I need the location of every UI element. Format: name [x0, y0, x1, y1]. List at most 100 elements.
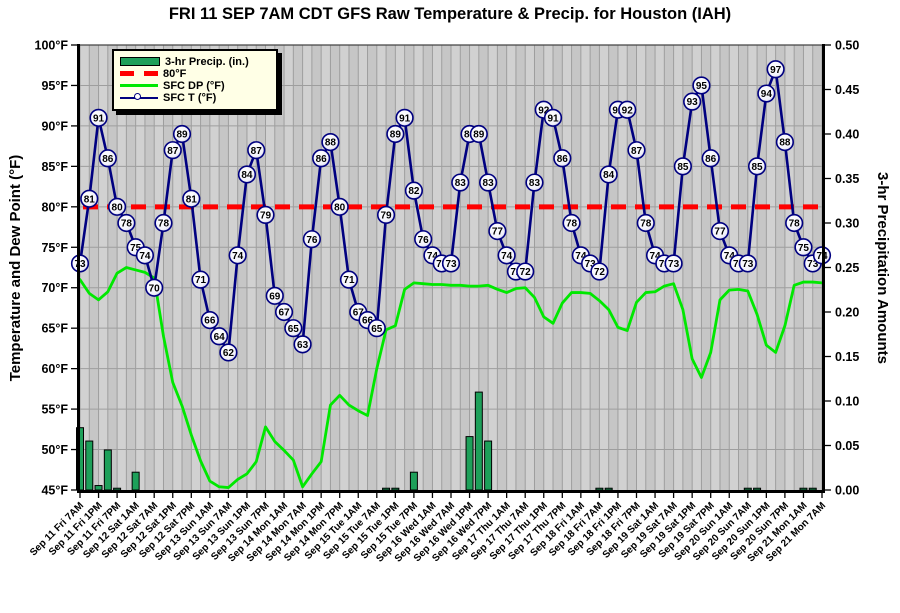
svg-text:55°F: 55°F — [41, 403, 68, 417]
svg-text:100°F: 100°F — [35, 39, 69, 53]
svg-text:82: 82 — [408, 186, 420, 197]
svg-text:74: 74 — [649, 251, 661, 262]
svg-text:73: 73 — [585, 259, 597, 270]
legend-label: SFC DP (°F) — [163, 79, 225, 92]
svg-text:74: 74 — [232, 251, 244, 262]
svg-text:91: 91 — [547, 113, 559, 124]
svg-text:0.45: 0.45 — [835, 83, 859, 97]
legend-item-dewpoint: SFC DP (°F) — [120, 79, 270, 92]
svg-text:89: 89 — [390, 130, 402, 141]
svg-text:86: 86 — [316, 154, 328, 165]
svg-text:65: 65 — [371, 324, 383, 335]
svg-text:92: 92 — [612, 105, 624, 116]
svg-text:0.25: 0.25 — [835, 261, 859, 275]
svg-text:79: 79 — [260, 211, 272, 222]
svg-text:71: 71 — [343, 275, 355, 286]
svg-text:92: 92 — [538, 105, 550, 116]
svg-text:80°F: 80°F — [41, 200, 68, 214]
svg-text:73: 73 — [659, 259, 671, 270]
svg-text:78: 78 — [566, 219, 578, 230]
svg-text:64: 64 — [214, 332, 226, 343]
svg-text:60°F: 60°F — [41, 362, 68, 376]
svg-text:75: 75 — [130, 243, 142, 254]
svg-text:86: 86 — [102, 154, 114, 165]
svg-text:83: 83 — [455, 178, 467, 189]
legend-label: SFC T (°F) — [163, 91, 217, 104]
svg-text:73: 73 — [436, 259, 448, 270]
svg-text:0.10: 0.10 — [835, 395, 859, 409]
svg-text:66: 66 — [204, 316, 216, 327]
svg-text:84: 84 — [603, 170, 615, 181]
dewpoint-line — [78, 266, 824, 489]
svg-text:91: 91 — [399, 113, 411, 124]
svg-text:0.05: 0.05 — [835, 439, 859, 453]
svg-text:77: 77 — [714, 227, 726, 238]
svg-text:0.35: 0.35 — [835, 172, 859, 186]
temperature-markers: 7381918680787574707887898171666462748487… — [70, 60, 832, 362]
plot-borders — [77, 44, 825, 493]
svg-text:62: 62 — [223, 348, 235, 359]
svg-text:81: 81 — [186, 194, 198, 205]
legend: 3-hr Precip. (in.) 80°F SFC DP (°F) SFC … — [112, 49, 278, 111]
svg-text:75°F: 75°F — [41, 241, 68, 255]
svg-text:76: 76 — [306, 235, 318, 246]
svg-text:89: 89 — [464, 130, 476, 141]
svg-text:90°F: 90°F — [41, 119, 68, 133]
svg-text:73: 73 — [807, 259, 819, 270]
svg-text:73: 73 — [668, 259, 680, 270]
svg-text:0.00: 0.00 — [835, 484, 859, 498]
svg-text:0.15: 0.15 — [835, 350, 859, 364]
svg-text:85: 85 — [752, 162, 764, 173]
legend-item-80f: 80°F — [120, 67, 270, 80]
svg-text:74: 74 — [427, 251, 439, 262]
svg-text:91: 91 — [93, 113, 105, 124]
y-axis-labels-left: 100°F 95°F 90°F 85°F 80°F 75°F 70°F 65°F 60°F 55°… — [35, 39, 69, 498]
legend-item-temperature: SFC T (°F) — [120, 91, 270, 104]
svg-text:70: 70 — [149, 283, 161, 294]
svg-text:79: 79 — [381, 211, 393, 222]
chart-title: FRI 11 SEP 7AM CDT GFS Raw Temperature &… — [168, 5, 732, 23]
svg-text:86: 86 — [705, 154, 717, 165]
svg-text:73: 73 — [74, 259, 86, 270]
svg-text:76: 76 — [418, 235, 430, 246]
y-axis-title-right: 3-hr Precipitation Amounts — [874, 172, 891, 364]
navy-line-marker-swatch-icon — [120, 93, 158, 100]
y-axis-labels-right: 0.50 0.45 0.40 0.35 0.30 0.25 0.20 0.15 0.10 0.05… — [835, 39, 859, 498]
svg-text:72: 72 — [510, 267, 522, 278]
svg-text:83: 83 — [529, 178, 541, 189]
svg-text:72: 72 — [520, 267, 532, 278]
svg-text:85°F: 85°F — [41, 160, 68, 174]
svg-text:77: 77 — [492, 227, 504, 238]
svg-text:93: 93 — [687, 97, 699, 108]
svg-text:92: 92 — [622, 105, 634, 116]
svg-text:89: 89 — [473, 130, 485, 141]
svg-text:74: 74 — [501, 251, 513, 262]
svg-text:80: 80 — [334, 202, 346, 213]
svg-text:88: 88 — [325, 138, 337, 149]
svg-text:67: 67 — [353, 308, 365, 319]
green-line-swatch-icon — [120, 84, 158, 87]
svg-text:74: 74 — [139, 251, 151, 262]
svg-text:78: 78 — [640, 219, 652, 230]
svg-text:78: 78 — [121, 219, 133, 230]
svg-text:85: 85 — [677, 162, 689, 173]
legend-label: 80°F — [163, 67, 187, 80]
svg-text:67: 67 — [278, 308, 290, 319]
svg-text:66: 66 — [362, 316, 374, 327]
svg-text:83: 83 — [483, 178, 495, 189]
svg-text:63: 63 — [297, 340, 309, 351]
svg-text:86: 86 — [557, 154, 569, 165]
gridlines — [79, 45, 823, 490]
precip-bars — [76, 391, 817, 491]
svg-text:45°F: 45°F — [41, 484, 68, 498]
svg-text:84: 84 — [241, 170, 253, 181]
svg-text:0.40: 0.40 — [835, 128, 859, 142]
svg-text:88: 88 — [779, 138, 791, 149]
svg-text:97: 97 — [770, 65, 782, 76]
svg-text:69: 69 — [269, 291, 281, 302]
axis-ticks — [71, 44, 831, 498]
svg-text:75: 75 — [798, 243, 810, 254]
y-axis-title-left: Temperature and Dew Point (°F) — [7, 154, 24, 382]
